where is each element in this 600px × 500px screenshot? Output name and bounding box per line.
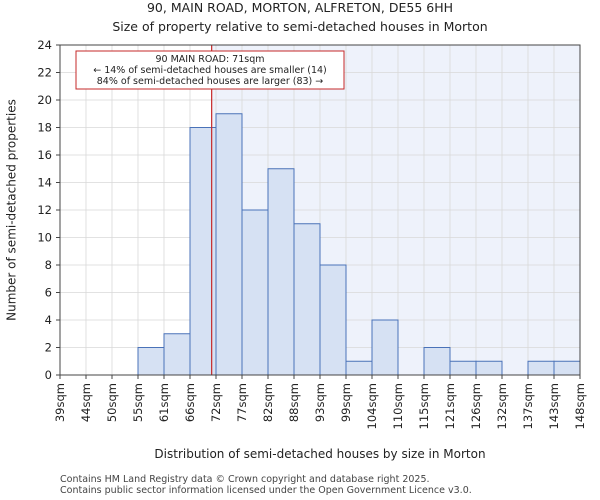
x-tick-label: 61sqm — [157, 383, 171, 422]
bar — [319, 264, 347, 376]
x-tick-label: 132sqm — [495, 383, 509, 429]
y-axis-title: Number of semi-detached properties — [5, 99, 19, 321]
x-tick-label: 39sqm — [53, 383, 67, 422]
bar — [163, 333, 191, 376]
x-tick-label: 55sqm — [131, 383, 145, 422]
bar — [553, 360, 581, 376]
y-tick-label: 18 — [37, 121, 52, 135]
bar — [267, 168, 295, 376]
x-tick-label: 77sqm — [235, 383, 249, 422]
x-tick-labels: 39sqm 44sqm 50sqm 55sqm 61sqm 66sqm 72sqm 77sqm… — [53, 375, 587, 429]
x-tick-label: 143sqm — [547, 383, 561, 429]
y-tick-label: 22 — [37, 66, 52, 80]
x-tick-label: 99sqm — [339, 383, 353, 422]
x-tick-label: 50sqm — [105, 383, 119, 422]
x-tick-label: 126sqm — [469, 383, 483, 429]
y-tick-label: 8 — [45, 258, 52, 272]
y-tick-label: 16 — [37, 148, 52, 162]
bar — [241, 209, 269, 376]
x-tick-label: 115sqm — [417, 383, 431, 429]
x-tick-label: 110sqm — [391, 383, 405, 429]
x-tick-label: 104sqm — [365, 383, 379, 429]
footer-line1: Contains HM Land Registry data © Crown c… — [60, 474, 430, 485]
x-tick-label: 137sqm — [521, 383, 535, 429]
bar — [345, 360, 373, 376]
x-tick-label: 66sqm — [183, 383, 197, 422]
x-tick-label: 88sqm — [287, 383, 301, 422]
y-tick-label: 4 — [45, 313, 52, 327]
bar — [449, 360, 477, 376]
y-tick-label: 12 — [37, 203, 52, 217]
y-tick-label: 0 — [45, 368, 52, 382]
annotation-frame — [75, 50, 345, 90]
y-tick-label: 14 — [37, 176, 52, 190]
chart-title-line1: 90, MAIN ROAD, MORTON, ALFRETON, DE55 6H… — [147, 0, 453, 15]
x-tick-label: 148sqm — [573, 383, 587, 429]
x-tick-label: 44sqm — [79, 383, 93, 422]
annotation-line2: ← 14% of semi-detached houses are smalle… — [93, 65, 327, 76]
y-tick-label: 2 — [45, 341, 52, 355]
annotation-box: 90 MAIN ROAD: 71sqm ← 14% of semi-detach… — [75, 50, 345, 90]
footer-line2: Contains public sector information licen… — [60, 485, 472, 496]
annotation-line1: 90 MAIN ROAD: 71sqm — [156, 54, 265, 65]
annotation-line3: 84% of semi-detached houses are larger (… — [97, 76, 324, 87]
bar — [527, 360, 555, 376]
chart-title-line2: Size of property relative to semi-detach… — [112, 19, 487, 34]
bar — [475, 360, 503, 376]
bar — [215, 113, 243, 376]
bar — [137, 347, 165, 376]
x-tick-label: 82sqm — [261, 383, 275, 422]
x-tick-label: 72sqm — [209, 383, 223, 422]
y-tick-label: 24 — [37, 38, 52, 52]
x-axis-title: Distribution of semi-detached houses by … — [154, 447, 485, 461]
y-tick-label: 20 — [37, 93, 52, 107]
y-tick-label: 6 — [45, 286, 52, 300]
bar — [371, 319, 399, 376]
bar — [293, 223, 321, 376]
bar — [423, 347, 451, 376]
x-tick-label: 93sqm — [313, 383, 327, 422]
x-tick-label: 121sqm — [443, 383, 457, 429]
y-tick-label: 10 — [37, 231, 52, 245]
